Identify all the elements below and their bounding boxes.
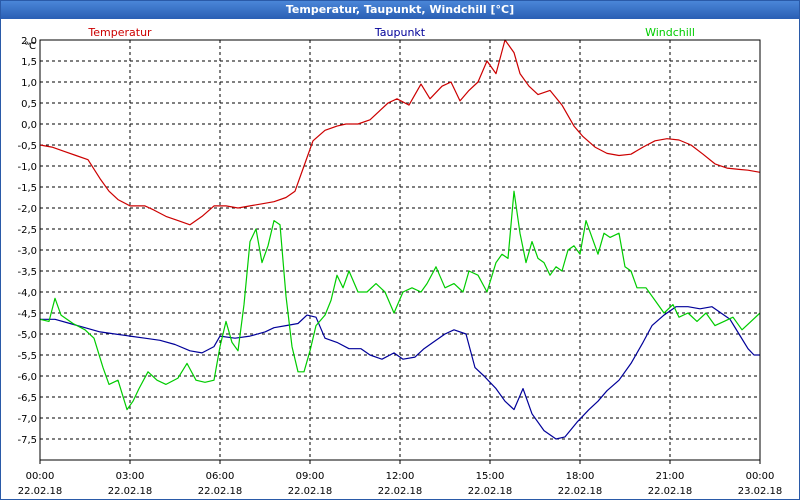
y-tick-label: -0,5 (17, 141, 37, 152)
y-tick-label: 2,0 (21, 36, 37, 47)
y-tick-label: -4,5 (17, 309, 37, 320)
series-line-temperatur (39, 39, 761, 226)
x-tick-date-label: 22.02.18 (648, 486, 693, 497)
x-tick-date-label: 22.02.18 (18, 486, 63, 497)
y-tick-label: -2,5 (17, 225, 37, 236)
x-tick-date-label: 22.02.18 (288, 486, 333, 497)
legend-entry-taupunkt: Taupunkt (374, 26, 426, 39)
y-tick-label: -4,0 (17, 288, 37, 299)
y-tick-label: -1,5 (17, 183, 37, 194)
x-tick-time-label: 21:00 (656, 471, 685, 482)
window-title: Temperatur, Taupunkt, Windchill [°C] (1, 1, 799, 19)
legend-entry-windchill: Windchill (645, 26, 695, 39)
x-tick-date-label: 22.02.18 (558, 486, 603, 497)
y-tick-label: -6,5 (17, 393, 37, 404)
x-tick-time-label: 00:00 (26, 471, 55, 482)
x-tick-time-label: 03:00 (116, 471, 145, 482)
x-tick-time-label: 18:00 (566, 471, 595, 482)
x-tick-time-label: 06:00 (206, 471, 235, 482)
y-tick-label: -3,0 (17, 246, 37, 257)
y-tick-label: 1,0 (21, 78, 37, 89)
x-tick-date-label: 22.02.18 (378, 486, 423, 497)
x-tick-date-label: 22.02.18 (108, 486, 153, 497)
legend-entry-temperatur: Temperatur (87, 26, 152, 39)
y-axis-unit-label: °C (24, 41, 36, 52)
y-tick-label: -7,5 (17, 435, 37, 446)
plot-border (39, 39, 761, 461)
x-tick-date-label: 22.02.18 (468, 486, 513, 497)
series-line-taupunkt (40, 306, 760, 440)
y-tick-label: -7,0 (17, 414, 37, 425)
x-tick-time-label: 00:00 (746, 471, 775, 482)
y-tick-label: -6,0 (17, 372, 37, 383)
y-tick-label: 0,5 (21, 99, 37, 110)
y-tick-label: -5,5 (17, 351, 37, 362)
x-tick-time-label: 12:00 (386, 471, 415, 482)
y-tick-label: 1,5 (21, 57, 37, 68)
x-tick-time-label: 09:00 (296, 471, 325, 482)
x-tick-date-label: 22.02.18 (198, 486, 243, 497)
y-tick-label: -5,0 (17, 330, 37, 341)
y-tick-label: -3,5 (17, 267, 37, 278)
y-tick-label: -2,0 (17, 204, 37, 215)
series-line-windchill (39, 190, 761, 411)
y-tick-label: -1,0 (17, 162, 37, 173)
x-tick-date-label: 23.02.18 (738, 486, 783, 497)
y-tick-label: 0,0 (21, 120, 37, 131)
x-tick-time-label: 15:00 (476, 471, 505, 482)
